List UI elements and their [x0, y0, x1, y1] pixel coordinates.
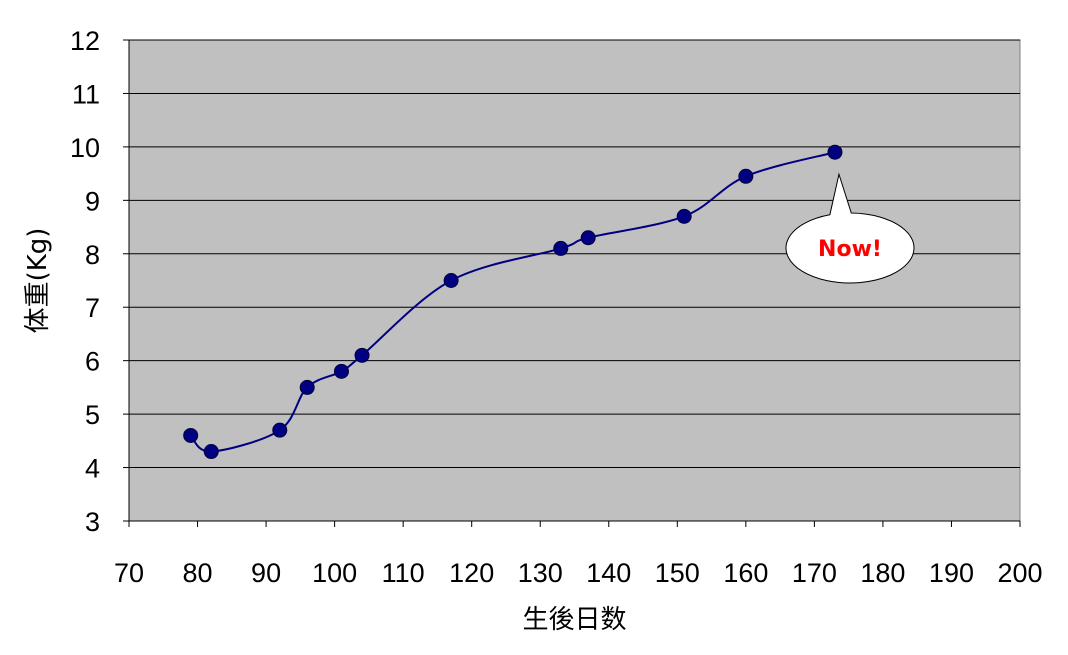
y-axis-ticks: 3 4 5 6 7 8 9 10 11 12: [70, 26, 129, 537]
y-tick-label: 7: [85, 293, 100, 323]
plot-area: [128, 39, 1021, 522]
y-tick-label: 4: [85, 454, 100, 484]
callout-bubble: [785, 172, 915, 284]
data-point: [580, 230, 596, 246]
x-tick-label: 90: [251, 558, 281, 588]
data-point: [333, 363, 349, 379]
x-tick-label: 120: [449, 558, 494, 588]
x-tick-label: 190: [929, 558, 974, 588]
y-tick-label: 5: [85, 400, 100, 430]
x-tick-label: 130: [518, 558, 563, 588]
x-tick-label: 180: [860, 558, 905, 588]
data-point: [203, 444, 219, 460]
y-tick-label: 3: [85, 507, 100, 537]
data-point: [443, 273, 459, 288]
y-tick-label: 11: [72, 79, 100, 109]
x-tick-label: 160: [723, 558, 768, 588]
x-tick-label: 150: [655, 558, 700, 588]
y-axis-title: 体重(Kg): [23, 228, 53, 334]
y-tick-label: 10: [70, 133, 100, 163]
data-point: [827, 144, 843, 160]
data-point: [354, 347, 370, 363]
axis-lines: [128, 40, 1020, 522]
x-axis-title: 生後日数: [522, 605, 626, 635]
series-points: [183, 144, 843, 460]
x-tick-label: 110: [382, 558, 425, 588]
x-tick-label: 200: [997, 558, 1042, 588]
y-tick-label: 8: [85, 240, 100, 270]
x-tick-label: 140: [586, 558, 631, 588]
x-tick-label: 170: [792, 558, 837, 588]
x-tick-label: 80: [183, 558, 213, 588]
grid-lines: [129, 39, 1020, 469]
data-point: [553, 240, 569, 256]
data-point: [183, 427, 199, 443]
data-point: [299, 379, 315, 395]
x-axis-ticks: 70 80 90 100 110 120 130 140 150 160 170 180 190 200: [114, 521, 1043, 588]
data-point: [676, 208, 692, 224]
y-tick-label: 6: [85, 347, 100, 377]
x-tick-label: 70: [114, 558, 144, 588]
now-callout: Now!: [785, 172, 915, 284]
y-tick-label: 9: [85, 186, 100, 216]
x-tick-label: 100: [312, 558, 357, 588]
y-tick-label: 12: [70, 26, 100, 56]
data-point: [272, 422, 288, 438]
callout-text: Now!: [818, 237, 882, 262]
data-point: [738, 168, 754, 184]
